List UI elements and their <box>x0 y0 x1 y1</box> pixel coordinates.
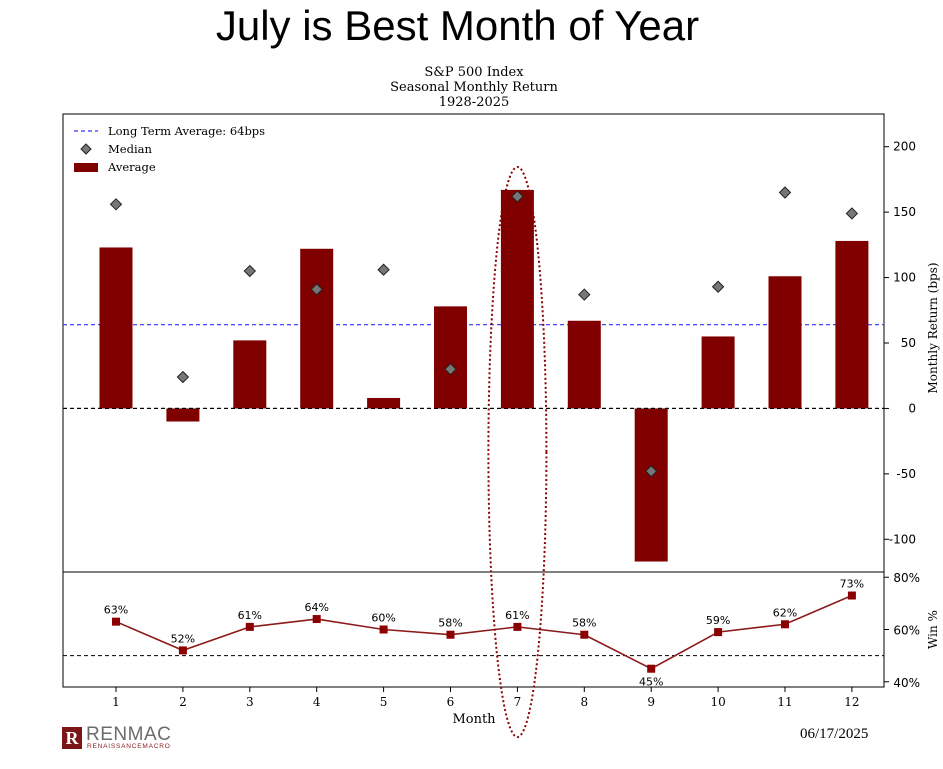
logo-subtitle: RENAISSANCEMACRO <box>87 743 171 750</box>
x-tick-label: 1 <box>112 695 120 709</box>
median-marker <box>511 190 524 203</box>
average-bar <box>233 340 267 409</box>
legend-label-long-term-average: Long Term Average: 64bps <box>108 124 265 138</box>
legend-label-average: Average <box>107 160 156 174</box>
win-rate-marker <box>647 664 656 673</box>
win-y-tick-label: 40% <box>893 676 920 690</box>
win-y-tick-label: 60% <box>893 624 920 638</box>
bottom-panel-frame <box>62 571 885 688</box>
win-rate-label: 58% <box>572 617 596 630</box>
win-rate-label: 45% <box>639 676 663 689</box>
top-panel-frame <box>62 113 885 573</box>
y-tick-label: 50 <box>901 336 916 350</box>
x-tick-label: 9 <box>647 695 655 709</box>
median-marker <box>310 283 323 296</box>
median-marker <box>845 207 859 220</box>
x-tick-label: 2 <box>179 695 187 709</box>
win-rate-marker <box>781 620 789 629</box>
win-rate-label: 58% <box>438 617 462 630</box>
average-bar <box>835 240 869 409</box>
x-axis-label: Month <box>452 712 496 727</box>
win-rate-marker <box>178 646 187 655</box>
win-rate-marker <box>513 622 522 631</box>
win-rate-marker <box>580 630 589 639</box>
average-bar <box>768 276 802 409</box>
win-rate-label: 73% <box>840 578 864 591</box>
median-marker <box>377 263 390 276</box>
win-rate-label: 63% <box>104 604 128 617</box>
y-axis-label: Monthly Return (bps) <box>926 262 940 393</box>
july-highlight-ellipse <box>487 166 548 738</box>
median-marker <box>711 280 725 293</box>
legend-label-median: Median <box>108 142 152 156</box>
average-bar <box>567 320 601 409</box>
slide-title: July is Best Month of Year <box>215 2 700 49</box>
win-rate-label: 62% <box>773 606 797 619</box>
win-rate-label: 59% <box>706 614 730 627</box>
win-rate-label: 52% <box>171 632 195 645</box>
renmac-logo: R RENMAC RENAISSANCEMACRO <box>62 724 182 752</box>
x-tick-label: 4 <box>313 695 321 709</box>
win-rate-label: 64% <box>304 601 328 614</box>
x-tick-label: 6 <box>447 695 455 709</box>
average-bar <box>99 247 133 409</box>
average-bar <box>166 408 200 422</box>
win-rate-marker <box>379 625 388 634</box>
y-tick-label: 0 <box>908 401 916 415</box>
median-marker <box>176 370 190 384</box>
x-tick-label: 3 <box>246 695 254 709</box>
win-rate-marker <box>847 591 856 600</box>
chart-title-line: Seasonal Monthly Return <box>390 80 558 95</box>
legend: Long Term Average: 64bps Median Average <box>74 124 265 174</box>
average-bar <box>434 306 467 409</box>
average-bar <box>500 189 534 409</box>
y-tick-label: -50 <box>896 467 916 481</box>
chart-title-line: S&P 500 Index <box>424 65 524 80</box>
win-rate-label: 61% <box>505 609 529 622</box>
win-rate-marker <box>446 630 455 639</box>
x-tick-label: 10 <box>710 695 725 709</box>
win-rate-marker <box>245 622 254 631</box>
median-marker <box>778 186 792 199</box>
median-marker <box>644 465 658 478</box>
legend-median-swatch <box>80 143 92 155</box>
win-y-axis-label: Win % <box>926 610 940 649</box>
win-rate-marker <box>714 628 723 637</box>
median-marker <box>578 288 591 301</box>
x-tick-label: 8 <box>580 695 588 709</box>
x-tick-label: 5 <box>380 695 388 709</box>
average-return-panel: -100 -50 0 50 100 150 200 Monthly Return (bps) L… <box>62 113 940 573</box>
y-tick-label: 100 <box>893 271 916 285</box>
average-bar <box>367 397 401 409</box>
logo-name: RENMAC <box>86 724 172 745</box>
median-marker <box>243 264 257 278</box>
y-tick-label: 150 <box>893 205 916 219</box>
win-rate-line <box>115 594 853 670</box>
legend-average-swatch <box>74 163 98 172</box>
win-rate-marker <box>312 615 321 624</box>
average-bar <box>634 408 668 562</box>
chart-title-line: 1928-2025 <box>439 95 510 110</box>
median-marker <box>444 362 457 376</box>
win-rate-marker <box>112 617 120 626</box>
x-tick-label: 7 <box>514 695 522 709</box>
y-tick-label: 200 <box>893 140 916 154</box>
win-y-tick-label: 80% <box>893 571 920 585</box>
win-rate-label: 60% <box>371 612 395 625</box>
x-tick-label: 12 <box>844 695 859 709</box>
date-stamp: 06/17/2025 <box>800 726 869 742</box>
median-marker <box>109 198 123 211</box>
win-rate-label: 61% <box>238 609 262 622</box>
x-tick-label: 11 <box>777 695 792 709</box>
average-bar <box>300 248 334 409</box>
y-tick-label: -100 <box>889 532 916 546</box>
highlight-ellipse <box>487 166 548 738</box>
win-rate-panel: 40%60%80%Win %63%52%61%64%60% 58%61%58%45… <box>62 571 940 727</box>
average-bar <box>701 336 735 409</box>
logo-mark: R <box>62 727 82 749</box>
